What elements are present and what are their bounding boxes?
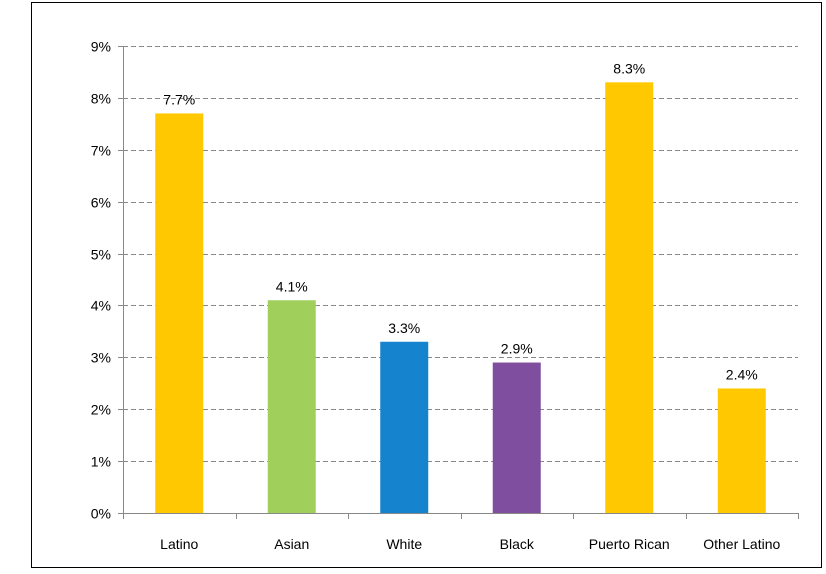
data-label: 4.1% [276,278,308,294]
axes [118,46,799,519]
x-category-label: Asian [274,536,309,552]
y-tick-label: 0% [91,506,111,522]
bar-asian [267,300,316,513]
y-tick-label: 9% [91,39,111,55]
data-label: 2.9% [501,341,533,357]
bar-other-latino [717,388,766,513]
bar-white [380,341,429,513]
data-label: 8.3% [613,60,645,76]
y-tick-label: 8% [91,91,111,107]
y-tick-label: 5% [91,247,111,263]
x-category-label: White [386,536,422,552]
labels: 0% 1% 2% 3% 4% 5% 6% 7% 8% 9% 7.7% Latino 4.1% Asian 3… [91,39,781,553]
y-tick-label: 2% [91,402,111,418]
data-label: 2.4% [726,366,758,382]
y-tick-label: 3% [91,350,111,366]
x-category-label: Other Latino [703,536,780,552]
y-tick-label: 4% [91,298,111,314]
data-label: 3.3% [388,320,420,336]
x-category-label: Latino [160,536,198,552]
bar-latino [155,113,204,513]
x-category-label: Black [500,536,535,552]
bar-puerto-rican [605,82,654,514]
gridlines [123,46,798,462]
bar-black [492,362,541,513]
bars [155,82,766,514]
x-category-label: Puerto Rican [589,536,670,552]
y-tick-label: 6% [91,195,111,211]
data-label: 7.7% [163,91,195,107]
y-tick-label: 1% [91,454,111,470]
y-tick-label: 7% [91,143,111,159]
